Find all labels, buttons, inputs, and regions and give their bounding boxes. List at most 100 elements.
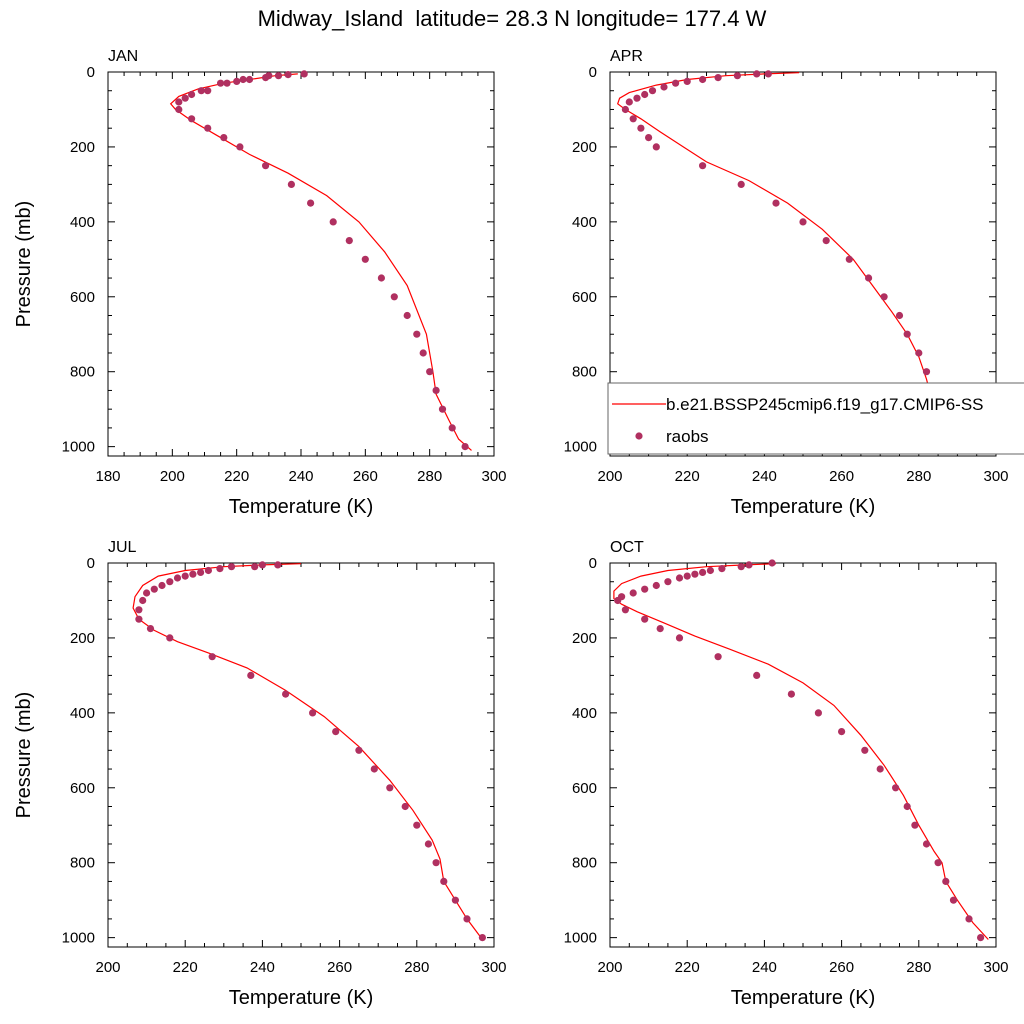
raobs-point [629,589,637,597]
raobs-point [204,87,212,95]
raobs-point [822,237,830,245]
raobs-point [645,134,653,142]
x-axis-title: Temperature (K) [731,496,876,518]
x-axis-title: Temperature (K) [229,987,374,1009]
raobs-point [621,606,630,614]
raobs-point [903,330,911,338]
raobs-point [977,934,985,942]
raobs-point [370,765,378,773]
raobs-point [753,70,761,78]
raobs-point [287,180,295,188]
raobs-point [426,368,434,376]
y-tick-label: 1000 [62,439,95,456]
raobs-point [614,596,622,605]
model-profile-line [169,73,472,451]
raobs-point [895,311,904,320]
raobs-point [284,71,292,79]
x-tick-label: 300 [983,959,1008,976]
raobs-point [166,634,174,642]
raobs-point [258,561,266,569]
raobs-point [699,162,707,170]
raobs-point [188,90,196,99]
y-tick-label: 0 [87,555,95,572]
raobs-point [448,424,456,432]
x-tick-label: 200 [160,468,185,485]
raobs-point [764,70,772,78]
y-tick-label: 800 [572,364,597,381]
raobs-point [247,671,255,680]
raobs-point [683,572,691,580]
page-title: Midway_Island latitude= 28.3 N longitude… [257,6,767,31]
x-tick-label: 240 [250,959,275,976]
raobs-point [641,615,649,623]
raobs-point [361,255,369,263]
raobs-point [660,83,668,91]
raobs-point [166,578,174,586]
raobs-point [656,625,664,633]
raobs-point [922,840,931,848]
plot-frame [609,562,997,948]
panel-title: JAN [108,48,138,65]
raobs-point [799,218,807,226]
raobs-point [432,386,440,394]
raobs-point [216,565,224,573]
raobs-point [672,79,680,87]
raobs-point [965,915,973,923]
raobs-point [880,293,888,301]
raobs-point [865,274,873,282]
raobs-point [307,199,315,207]
raobs-point [245,75,254,84]
raobs-point [189,570,197,578]
raobs-point [787,690,796,698]
x-tick-label: 240 [752,959,777,976]
raobs-point [173,574,182,582]
y-tick-label: 600 [572,780,597,797]
raobs-point [197,568,205,577]
raobs-point [403,311,411,320]
plot-frame [107,71,495,457]
raobs-point [621,105,630,114]
raobs-point [691,570,699,578]
raobs-point [675,634,684,642]
raobs-point [675,574,684,582]
raobs-point [139,596,147,605]
legend-obs-label: raobs [666,427,709,446]
x-tick-label: 180 [95,468,120,485]
raobs-point [463,915,471,923]
raobs-point [413,330,421,338]
y-tick-label: 600 [70,289,95,306]
raobs-point [915,349,923,357]
raobs-point [217,79,225,87]
raobs-point [227,563,236,571]
y-tick-label: 0 [87,64,95,81]
raobs-point [355,746,363,754]
legend-dot-swatch [635,432,643,440]
raobs-point [135,606,143,614]
x-tick-label: 300 [481,468,506,485]
raobs-point [197,87,205,95]
x-axis-title: Temperature (K) [229,496,374,518]
raobs-point [413,821,421,829]
x-tick-label: 260 [829,959,854,976]
raobs-point [345,237,353,245]
raobs-point [641,585,649,593]
raobs-point [876,765,884,773]
raobs-point [718,565,726,573]
x-tick-label: 280 [417,468,442,485]
panel-oct: 200 220 240 260 280 300 0 200 400 600 800 1000 OCT Te… [564,539,1009,1009]
raobs-point [438,405,447,413]
x-axis-title: Temperature (K) [731,987,876,1009]
model-profile-line [613,563,989,940]
y-tick-label: 0 [589,555,597,572]
raobs-point [922,368,931,376]
y-tick-label: 400 [572,214,597,231]
raobs-point [432,859,440,867]
raobs-point [648,87,657,95]
x-tick-label: 240 [288,468,313,485]
x-tick-label: 220 [675,468,700,485]
y-tick-label: 800 [70,364,95,381]
x-tick-label: 280 [906,959,931,976]
x-tick-label: 220 [675,959,700,976]
raobs-point [274,561,282,569]
x-tick-label: 300 [481,959,506,976]
